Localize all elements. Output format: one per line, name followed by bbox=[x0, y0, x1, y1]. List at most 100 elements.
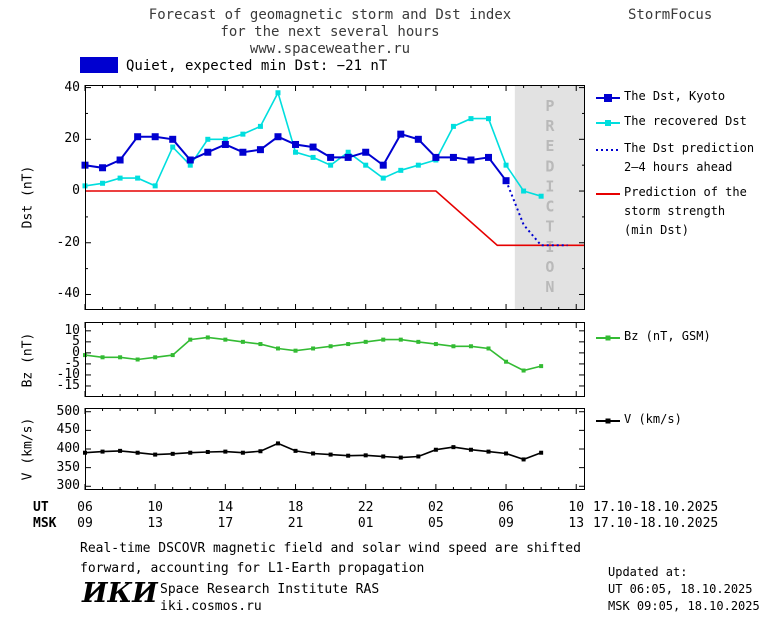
series-marker-v-km-s bbox=[451, 445, 456, 450]
series-marker-bz-nt-gsm bbox=[240, 339, 245, 344]
prediction-band-letter: N bbox=[545, 278, 554, 296]
series-marker-v-km-s bbox=[170, 451, 175, 456]
dst-kyoto-marker-icon bbox=[596, 91, 620, 110]
legend-label: storm strength bbox=[624, 204, 726, 218]
series-marker-bz-nt-gsm bbox=[346, 342, 351, 347]
x-tick-label: 06 bbox=[498, 500, 514, 515]
prediction-band-letter: I bbox=[545, 238, 554, 256]
series-marker-v-km-s bbox=[135, 450, 140, 455]
v-ytick-labels: 500 450 400 350 300 bbox=[36, 404, 80, 493]
series-marker-the-recovered-dst bbox=[328, 162, 334, 168]
panel-frame bbox=[85, 85, 585, 310]
series-marker-the-recovered-dst bbox=[293, 149, 299, 155]
series-marker-the-recovered-dst bbox=[275, 90, 281, 96]
y-tick-label: 0 bbox=[72, 344, 80, 360]
panel-frame bbox=[85, 322, 585, 397]
ut-date-range: 17.10-18.10.2025 bbox=[593, 500, 719, 515]
x-tick-label: 10 bbox=[568, 500, 585, 515]
storm-strength-marker-icon bbox=[596, 187, 620, 240]
series-marker-the-recovered-dst bbox=[257, 123, 263, 129]
series-marker-the-dst-kyoto bbox=[432, 153, 440, 161]
legend-v: V (km/s) bbox=[596, 410, 682, 433]
series-marker-v-km-s bbox=[539, 450, 544, 455]
bz-ytick-labels: 10 5 0 -5 -10 -15 bbox=[36, 322, 80, 397]
series-marker-bz-nt-gsm bbox=[539, 364, 544, 369]
x-tick-label: 09 bbox=[77, 516, 93, 531]
series-marker-the-recovered-dst bbox=[538, 193, 544, 199]
y-tick-label: -20 bbox=[56, 234, 80, 250]
y-tick-label: 450 bbox=[56, 422, 80, 438]
series-marker-the-recovered-dst bbox=[450, 123, 456, 129]
series-marker-the-recovered-dst bbox=[380, 175, 386, 181]
series-marker-the-dst-kyoto bbox=[397, 130, 405, 138]
series-marker-v-km-s bbox=[258, 449, 263, 454]
legend-label: 2–4 hours ahead bbox=[624, 160, 733, 174]
y-tick-label: -5 bbox=[64, 355, 80, 371]
series-marker-the-dst-kyoto bbox=[292, 140, 300, 148]
x-tick-label: 14 bbox=[217, 500, 234, 515]
series-marker-bz-nt-gsm bbox=[223, 337, 228, 342]
series-marker-v-km-s bbox=[118, 448, 123, 453]
v-axis-label: V (km/s) bbox=[20, 417, 36, 481]
series-marker-the-recovered-dst bbox=[415, 162, 421, 168]
series-marker-v-km-s bbox=[275, 441, 280, 446]
series-marker-the-dst-kyoto bbox=[379, 161, 387, 169]
series-marker-v-km-s bbox=[504, 451, 509, 456]
series-marker-the-recovered-dst bbox=[310, 154, 316, 160]
series-marker-bz-nt-gsm bbox=[521, 368, 526, 373]
prediction-band bbox=[514, 85, 585, 310]
series-marker-bz-nt-gsm bbox=[205, 335, 210, 340]
y-tick-label: 40 bbox=[64, 79, 80, 95]
x-tick-label: 13 bbox=[568, 516, 585, 531]
series-marker-the-dst-kyoto bbox=[327, 153, 335, 161]
prediction-band-letter: I bbox=[545, 177, 554, 195]
legend-label: V (km/s) bbox=[624, 412, 682, 426]
prediction-band-letter: D bbox=[545, 157, 554, 175]
updated-label: Updated at: bbox=[608, 565, 688, 579]
dst-prediction-marker-icon bbox=[596, 143, 620, 177]
series-marker-the-recovered-dst bbox=[486, 116, 492, 122]
series-marker-v-km-s bbox=[240, 450, 245, 455]
x-tick-label: 17 bbox=[217, 516, 234, 531]
x-tick-label: 05 bbox=[428, 516, 444, 531]
series-marker-the-recovered-dst bbox=[363, 162, 369, 168]
series-marker-bz-nt-gsm bbox=[170, 353, 175, 358]
y-tick-label: -10 bbox=[56, 366, 80, 382]
prediction-band-letter: T bbox=[545, 218, 554, 236]
note-line1: Real-time DSCOVR magnetic field and sola… bbox=[80, 541, 581, 556]
series-marker-v-km-s bbox=[486, 449, 491, 454]
series-marker-the-dst-kyoto bbox=[134, 133, 142, 141]
x-tick-label: 02 bbox=[428, 500, 444, 515]
series-marker-the-dst-kyoto bbox=[274, 133, 282, 141]
series-marker-the-recovered-dst bbox=[170, 144, 176, 150]
series-marker-the-recovered-dst bbox=[521, 188, 527, 194]
series-the-dst-prediction-2-4-hours-ahead bbox=[505, 180, 568, 247]
storm-level-text: Quiet, expected min Dst: −21 nT bbox=[126, 58, 388, 74]
v-chart bbox=[83, 408, 585, 490]
x-tick-label: 13 bbox=[147, 516, 163, 531]
series-marker-the-recovered-dst bbox=[398, 167, 404, 173]
series-marker-v-km-s bbox=[188, 450, 193, 455]
series-marker-the-dst-kyoto bbox=[449, 153, 457, 161]
series-marker-the-dst-kyoto bbox=[362, 148, 370, 156]
legend-recovered-dst: The recovered Dst bbox=[596, 112, 747, 135]
series-marker-bz-nt-gsm bbox=[275, 346, 280, 351]
legend-label: Bz (nT, GSM) bbox=[624, 329, 711, 343]
series-marker-bz-nt-gsm bbox=[135, 357, 140, 362]
prediction-band-letter: R bbox=[545, 117, 555, 135]
bz-marker-icon bbox=[596, 331, 620, 350]
page-title: Forecast of geomagnetic storm and Dst in… bbox=[0, 7, 660, 58]
updated-ut: UT 06:05, 18.10.2025 bbox=[608, 582, 753, 596]
title-line1: Forecast of geomagnetic storm and Dst in… bbox=[148, 7, 512, 23]
series-marker-the-recovered-dst bbox=[205, 136, 211, 142]
bz-axis-label: Bz (nT) bbox=[20, 332, 36, 388]
legend-label: The recovered Dst bbox=[624, 114, 747, 128]
series-marker-the-dst-kyoto bbox=[467, 156, 475, 164]
series-marker-the-dst-kyoto bbox=[99, 164, 107, 172]
series-bz-nt-gsm bbox=[84, 336, 542, 372]
ut-axis-tag: UT bbox=[33, 500, 49, 515]
series-marker-the-recovered-dst bbox=[222, 136, 228, 142]
series-marker-bz-nt-gsm bbox=[468, 344, 473, 349]
series-marker-the-dst-kyoto bbox=[485, 153, 493, 161]
